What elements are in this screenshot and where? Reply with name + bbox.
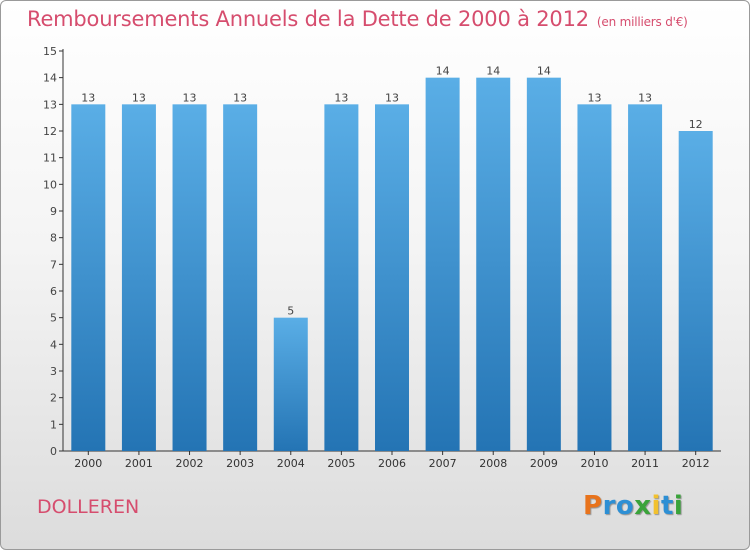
bar <box>476 77 511 452</box>
x-tick-label: 2009 <box>530 457 558 470</box>
y-tick-label: 15 <box>43 45 57 58</box>
x-tick-label: 2001 <box>125 457 153 470</box>
y-tick-label: 12 <box>43 125 57 138</box>
logo-letter: i <box>673 491 684 521</box>
bar-value-label: 5 <box>287 305 294 318</box>
bar <box>526 77 561 452</box>
logo-letter: i <box>651 491 661 521</box>
y-tick-label: 10 <box>43 178 57 191</box>
x-tick-label: 2010 <box>580 457 608 470</box>
bar <box>71 104 106 451</box>
bar <box>273 317 308 451</box>
y-tick-label: 3 <box>50 365 57 378</box>
bar <box>172 104 207 451</box>
chart-title: Remboursements Annuels de la Dette de 20… <box>27 7 688 31</box>
commune-name: DOLLEREN <box>37 496 140 518</box>
logo-letter: x <box>634 491 652 521</box>
bar <box>324 104 359 451</box>
y-tick-label: 4 <box>50 338 57 351</box>
x-tick-label: 2008 <box>479 457 507 470</box>
bar-value-label: 13 <box>587 91 601 104</box>
bar <box>678 131 713 451</box>
title-unit: (en milliers d'€) <box>596 15 688 29</box>
proxiti-logo: Proxiti <box>583 491 683 521</box>
y-tick-label: 1 <box>50 418 57 431</box>
y-tick-label: 5 <box>50 312 57 325</box>
y-tick-label: 11 <box>43 152 57 165</box>
bar-value-label: 14 <box>537 65 551 78</box>
y-tick-label: 9 <box>50 205 57 218</box>
y-tick-label: 0 <box>50 445 57 458</box>
bar-value-label: 13 <box>334 91 348 104</box>
y-tick-label: 7 <box>50 258 57 271</box>
x-tick-label: 2011 <box>631 457 659 470</box>
bar-value-label: 13 <box>233 91 247 104</box>
x-tick-label: 2006 <box>378 457 406 470</box>
y-tick-label: 2 <box>50 392 57 405</box>
bar-value-label: 13 <box>385 91 399 104</box>
x-tick-label: 2003 <box>226 457 254 470</box>
x-tick-label: 2002 <box>176 457 204 470</box>
bar-value-label: 14 <box>486 65 500 78</box>
y-tick-label: 14 <box>43 72 57 85</box>
bar-value-label: 13 <box>81 91 95 104</box>
bar-value-label: 13 <box>183 91 197 104</box>
x-tick-label: 2007 <box>429 457 457 470</box>
y-tick-label: 13 <box>43 98 57 111</box>
y-tick-label: 8 <box>50 232 57 245</box>
x-tick-label: 2005 <box>327 457 355 470</box>
title-main: Remboursements Annuels de la Dette de 20… <box>27 7 589 31</box>
bar <box>425 77 460 452</box>
logo-letter: P <box>583 491 603 521</box>
bar-value-label: 13 <box>132 91 146 104</box>
x-tick-label: 2004 <box>277 457 305 470</box>
x-tick-label: 2000 <box>74 457 102 470</box>
bar-value-label: 14 <box>436 65 450 78</box>
logo-letter: t <box>660 491 674 521</box>
bar <box>577 104 612 451</box>
bar <box>375 104 409 451</box>
bar <box>628 104 663 451</box>
logo-letter: o <box>615 491 635 521</box>
bar-value-label: 12 <box>689 118 703 131</box>
bar <box>121 104 156 451</box>
bar <box>223 104 258 451</box>
logo-letter: r <box>602 491 616 521</box>
x-tick-label: 2012 <box>682 457 710 470</box>
bar-value-label: 13 <box>638 91 652 104</box>
y-tick-label: 6 <box>50 285 57 298</box>
